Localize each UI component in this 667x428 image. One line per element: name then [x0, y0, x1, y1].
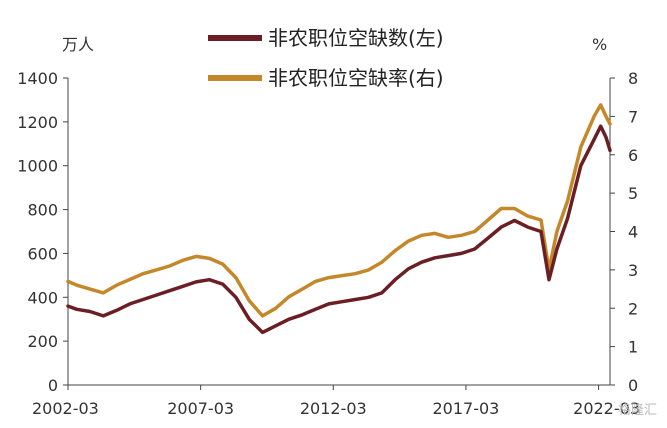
- right-axis-unit: %: [592, 35, 607, 54]
- left-tick-label: 1000: [17, 157, 58, 176]
- legend-label-vacancies: 非农职位空缺数(左): [268, 26, 444, 50]
- left-axis-ticks: 0 200 400 600 800 1000 1200 1400: [17, 69, 68, 395]
- series-line-vacancies: [66, 124, 612, 335]
- right-tick-label: 8: [628, 69, 638, 88]
- legend: 非农职位空缺数(左) 非农职位空缺率(右): [208, 26, 444, 90]
- x-tick-label: 2002-03: [32, 399, 99, 418]
- left-tick-label: 0: [48, 376, 58, 395]
- right-tick-label: 3: [628, 261, 638, 280]
- x-tick-label: 2012-03: [300, 399, 367, 418]
- x-tick-label: 2007-03: [167, 399, 234, 418]
- legend-label-vacancy-rate: 非农职位空缺率(右): [268, 66, 444, 90]
- right-axis-ticks: 0 1 2 3 4 5 6 7 8: [610, 69, 638, 395]
- left-tick-label: 800: [27, 201, 58, 220]
- left-tick-label: 600: [27, 244, 58, 263]
- x-tick-label: 2022-03: [573, 399, 640, 418]
- watermark: 格隆汇: [618, 402, 657, 418]
- right-tick-label: 2: [628, 299, 638, 318]
- series-line-vacancy-rate: [66, 103, 612, 318]
- left-tick-label: 400: [27, 288, 58, 307]
- left-tick-label: 200: [27, 332, 58, 351]
- right-tick-label: 4: [628, 223, 638, 242]
- right-tick-label: 1: [628, 338, 638, 357]
- left-axis-unit: 万人: [62, 35, 94, 54]
- x-axis-ticks: 2002-03 2007-03 2012-03 2017-03 2022-03: [32, 385, 640, 418]
- right-tick-label: 0: [628, 376, 638, 395]
- series-layer: [66, 103, 612, 335]
- left-tick-label: 1400: [17, 69, 58, 88]
- x-tick-label: 2017-03: [433, 399, 500, 418]
- left-tick-label: 1200: [17, 113, 58, 132]
- right-tick-label: 5: [628, 184, 638, 203]
- right-tick-label: 6: [628, 146, 638, 165]
- right-tick-label: 7: [628, 107, 638, 126]
